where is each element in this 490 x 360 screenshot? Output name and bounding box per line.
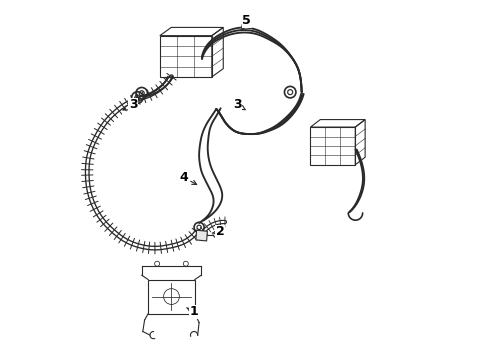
Text: 3: 3 <box>233 98 245 111</box>
Text: 4: 4 <box>179 171 196 185</box>
Text: 1: 1 <box>187 306 198 319</box>
Text: 5: 5 <box>242 14 251 30</box>
Text: 2: 2 <box>212 225 224 238</box>
Polygon shape <box>196 230 207 241</box>
Text: 3: 3 <box>123 98 137 111</box>
